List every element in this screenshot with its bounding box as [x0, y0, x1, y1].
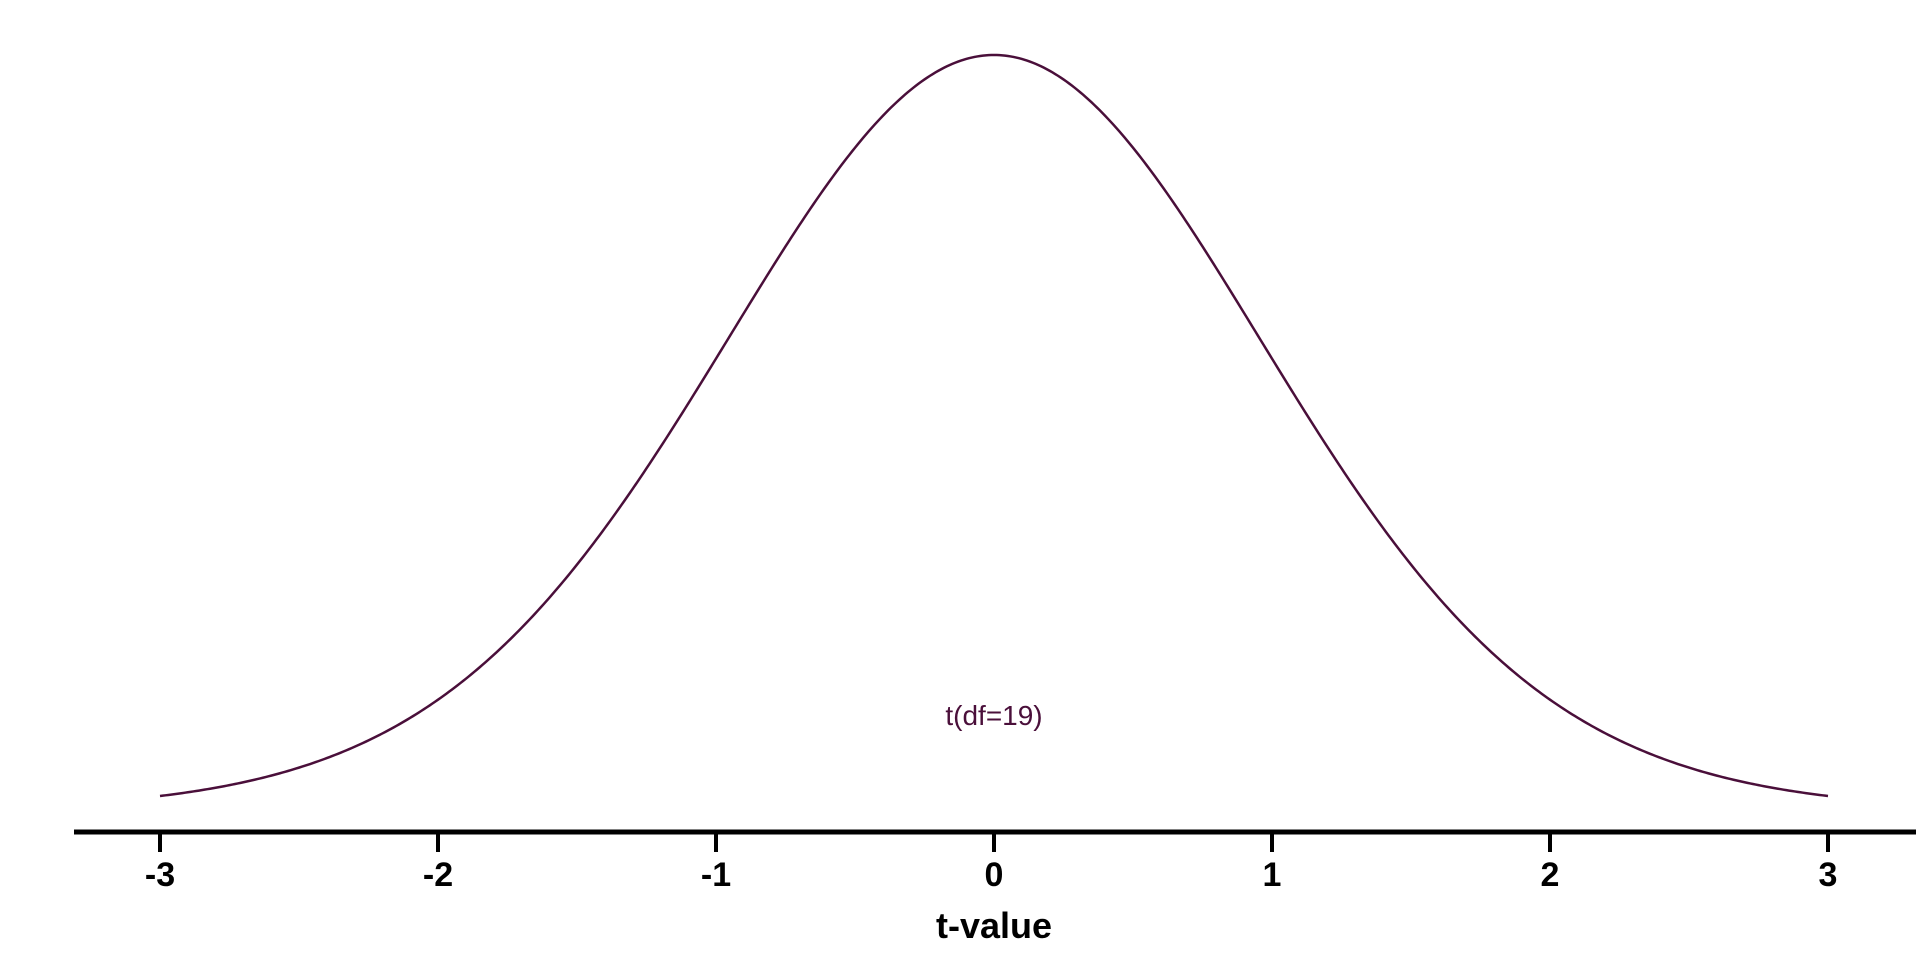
- density-curve-line: [159, 53, 1829, 798]
- x-axis-title: t-value: [936, 905, 1052, 946]
- x-tick-label: -3: [145, 856, 175, 894]
- x-tick-label: -1: [701, 856, 731, 894]
- x-tick-label: 0: [985, 856, 1004, 894]
- x-tick-label: 2: [1541, 856, 1560, 894]
- x-tick-label: 3: [1819, 856, 1838, 894]
- x-axis-ticks: -3 -2 -1 0 1 2 3: [145, 832, 1838, 894]
- x-tick-label: 1: [1263, 856, 1282, 894]
- curve-label: t(df=19): [945, 700, 1042, 731]
- x-tick-label: -2: [423, 856, 453, 894]
- curve-layer: [159, 53, 1829, 798]
